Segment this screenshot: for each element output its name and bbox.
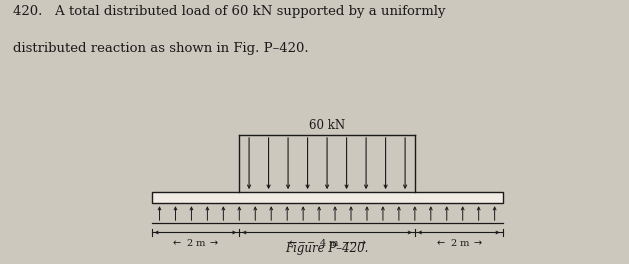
Text: Figure P–420.: Figure P–420. bbox=[286, 242, 369, 256]
Text: 420.   A total distributed load of 60 kN supported by a uniformly: 420. A total distributed load of 60 kN s… bbox=[13, 5, 445, 18]
Text: 60 kN: 60 kN bbox=[309, 119, 345, 132]
Text: distributed reaction as shown in Fig. P–420.: distributed reaction as shown in Fig. P–… bbox=[13, 42, 308, 55]
Text: $\leftarrow$ 2 m $\rightarrow$: $\leftarrow$ 2 m $\rightarrow$ bbox=[171, 237, 220, 248]
Bar bbox=[152, 192, 503, 203]
Text: $\leftarrow$ 2 m $\rightarrow$: $\leftarrow$ 2 m $\rightarrow$ bbox=[435, 237, 483, 248]
Text: $\leftarrow\!\!-\!\!-$ 4 m $-\!\!-\!\!\rightarrow$: $\leftarrow\!\!-\!\!-$ 4 m $-\!\!-\!\!\r… bbox=[287, 237, 367, 248]
